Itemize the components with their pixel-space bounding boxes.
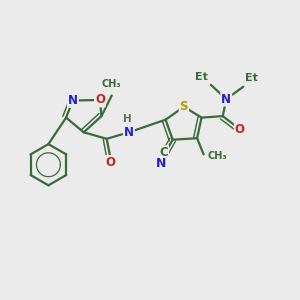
Text: CH₃: CH₃ [207, 151, 227, 161]
Text: O: O [235, 123, 245, 136]
Text: N: N [124, 126, 134, 139]
Text: N: N [68, 94, 78, 107]
Text: N: N [156, 157, 166, 170]
Text: N: N [221, 93, 231, 106]
Text: H: H [123, 114, 132, 124]
Text: Et: Et [245, 73, 258, 83]
Text: Et: Et [195, 72, 208, 82]
Text: O: O [95, 93, 105, 106]
Text: C: C [160, 146, 168, 159]
Text: CH₃: CH₃ [102, 79, 122, 89]
Text: S: S [180, 100, 188, 113]
Text: O: O [105, 156, 115, 169]
